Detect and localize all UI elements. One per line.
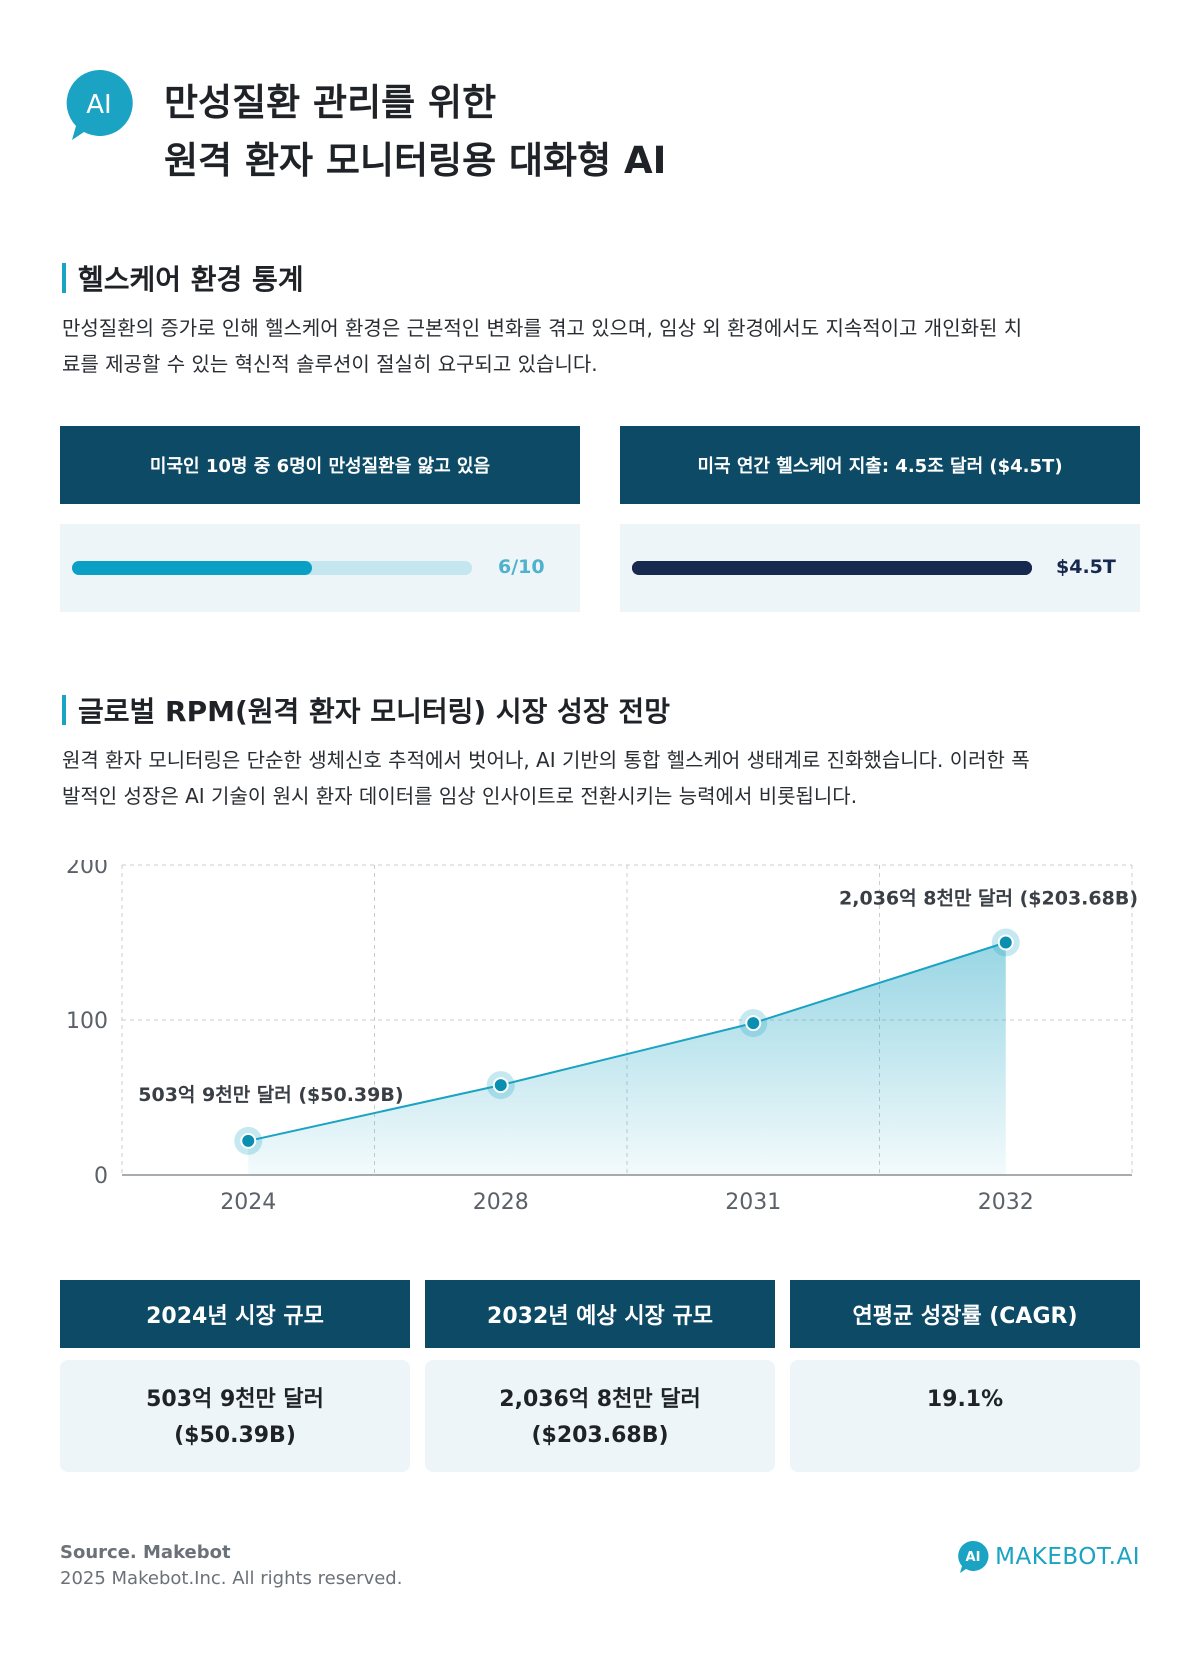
stat-card-body: $4.5T xyxy=(620,524,1140,612)
title-line-2: 원격 환자 모니터링용 대화형 AI xyxy=(164,139,667,182)
y-tick-label: 200 xyxy=(66,860,108,879)
y-tick-label: 100 xyxy=(66,1009,108,1034)
brand-badge-icon: AI xyxy=(958,1540,989,1573)
page-header: AI 만성질환 관리를 위한 원격 환자 모니터링용 대화형 AI xyxy=(64,68,666,190)
series-line xyxy=(248,941,1007,1142)
section-heading-label: 글로벌 RPM(원격 환자 모니터링) 시장 성장 전망 xyxy=(78,695,670,728)
ai-chat-logo-icon: AI xyxy=(64,68,134,150)
kpi-value: 2,036억 8천만 달러 ($203.68B) xyxy=(425,1360,775,1472)
progress-fill xyxy=(72,561,312,575)
stat-value: 6/10 xyxy=(498,556,545,578)
kpi-value-line: ($50.39B) xyxy=(174,1423,296,1448)
kpi-value-line: 503억 9천만 달러 xyxy=(146,1387,324,1412)
svg-text:AI: AI xyxy=(86,90,111,120)
x-tick-label: 2028 xyxy=(473,1190,529,1215)
data-point xyxy=(492,1077,509,1094)
x-tick-label: 2032 xyxy=(978,1190,1034,1215)
stat-card-chronic-disease: 미국인 10명 중 6명이 만성질환을 앓고 있음 6/10 xyxy=(60,426,580,612)
section-heading-healthcare-stats: 헬스케어 환경 통계 xyxy=(62,258,304,298)
stat-card-label: 미국 연간 헬스케어 지출: 4.5조 달러 ($4.5T) xyxy=(620,426,1140,504)
paragraph-line: 료를 제공할 수 있는 혁신적 솔루션이 절실히 요구되고 있습니다. xyxy=(62,352,598,376)
data-point xyxy=(240,1132,257,1149)
data-annotation: 2,036억 8천만 달러 ($203.68B) xyxy=(839,888,1138,910)
brand-logo[interactable]: AI MAKEBOT.AI xyxy=(957,1540,1140,1574)
copyright-note: 2025 Makebot.Inc. All rights reserved. xyxy=(60,1568,403,1589)
stat-card-healthcare-spending: 미국 연간 헬스케어 지출: 4.5조 달러 ($4.5T) $4.5T xyxy=(620,426,1140,612)
area-fill xyxy=(248,942,1006,1175)
svg-text:AI: AI xyxy=(966,1550,981,1565)
kpi-label: 2024년 시장 규모 xyxy=(60,1280,410,1348)
section1-paragraph: 만성질환의 증가로 인해 헬스케어 환경은 근본적인 변화를 겪고 있으며, 임… xyxy=(62,310,1142,382)
brand-name: MAKEBOT.AI xyxy=(995,1544,1140,1570)
data-annotation: 503억 9천만 달러 ($50.39B) xyxy=(138,1084,403,1106)
paragraph-line: 만성질환의 증가로 인해 헬스케어 환경은 근본적인 변화를 겪고 있으며, 임… xyxy=(62,316,1023,340)
y-tick-label: 0 xyxy=(94,1164,108,1189)
kpi-value: 503억 9천만 달러 ($50.39B) xyxy=(60,1360,410,1472)
paragraph-line: 발적인 성장은 AI 기술이 원시 환자 데이터를 임상 인사이트로 전환시키는… xyxy=(62,784,858,808)
stat-value: $4.5T xyxy=(1056,556,1116,578)
kpi-value-line: 2,036억 8천만 달러 xyxy=(499,1387,701,1412)
section2-paragraph: 원격 환자 모니터링은 단순한 생체신호 추적에서 벗어나, AI 기반의 통합… xyxy=(62,742,1142,814)
kpi-label: 2032년 예상 시장 규모 xyxy=(425,1280,775,1348)
data-point xyxy=(745,1015,762,1032)
source-note: Source. Makebot xyxy=(60,1542,231,1563)
section-heading-rpm-market: 글로벌 RPM(원격 환자 모니터링) 시장 성장 전망 xyxy=(62,690,670,730)
progress-fill xyxy=(632,561,1032,575)
kpi-card-2032-market: 2032년 예상 시장 규모 2,036억 8천만 달러 ($203.68B) xyxy=(425,1280,775,1472)
stat-card-body: 6/10 xyxy=(60,524,580,612)
x-tick-label: 2024 xyxy=(220,1190,276,1215)
paragraph-line: 원격 환자 모니터링은 단순한 생체신호 추적에서 벗어나, AI 기반의 통합… xyxy=(62,748,1030,772)
x-tick-label: 2031 xyxy=(725,1190,781,1215)
kpi-card-2024-market: 2024년 시장 규모 503억 9천만 달러 ($50.39B) xyxy=(60,1280,410,1472)
heading-accent-bar xyxy=(62,695,66,725)
section-heading-label: 헬스케어 환경 통계 xyxy=(78,263,304,296)
kpi-value-line: 19.1% xyxy=(926,1387,1004,1412)
data-point xyxy=(997,934,1014,951)
kpi-value-line: ($203.68B) xyxy=(531,1423,669,1448)
progress-track xyxy=(72,561,472,575)
kpi-value: 19.1% xyxy=(790,1360,1140,1472)
title-line-1: 만성질환 관리를 위한 xyxy=(164,81,497,124)
kpi-card-cagr: 연평균 성장률 (CAGR) 19.1% xyxy=(790,1280,1140,1472)
stat-card-label: 미국인 10명 중 6명이 만성질환을 앓고 있음 xyxy=(60,426,580,504)
rpm-market-growth-chart: 0 100 200 2024 2028 2031 2032 503억 9천만 달러 ($50.… xyxy=(66,860,1138,1215)
heading-accent-bar xyxy=(62,263,66,293)
page-title: 만성질환 관리를 위한 원격 환자 모니터링용 대화형 AI xyxy=(164,74,666,190)
kpi-label: 연평균 성장률 (CAGR) xyxy=(790,1280,1140,1348)
progress-track xyxy=(632,561,1032,575)
